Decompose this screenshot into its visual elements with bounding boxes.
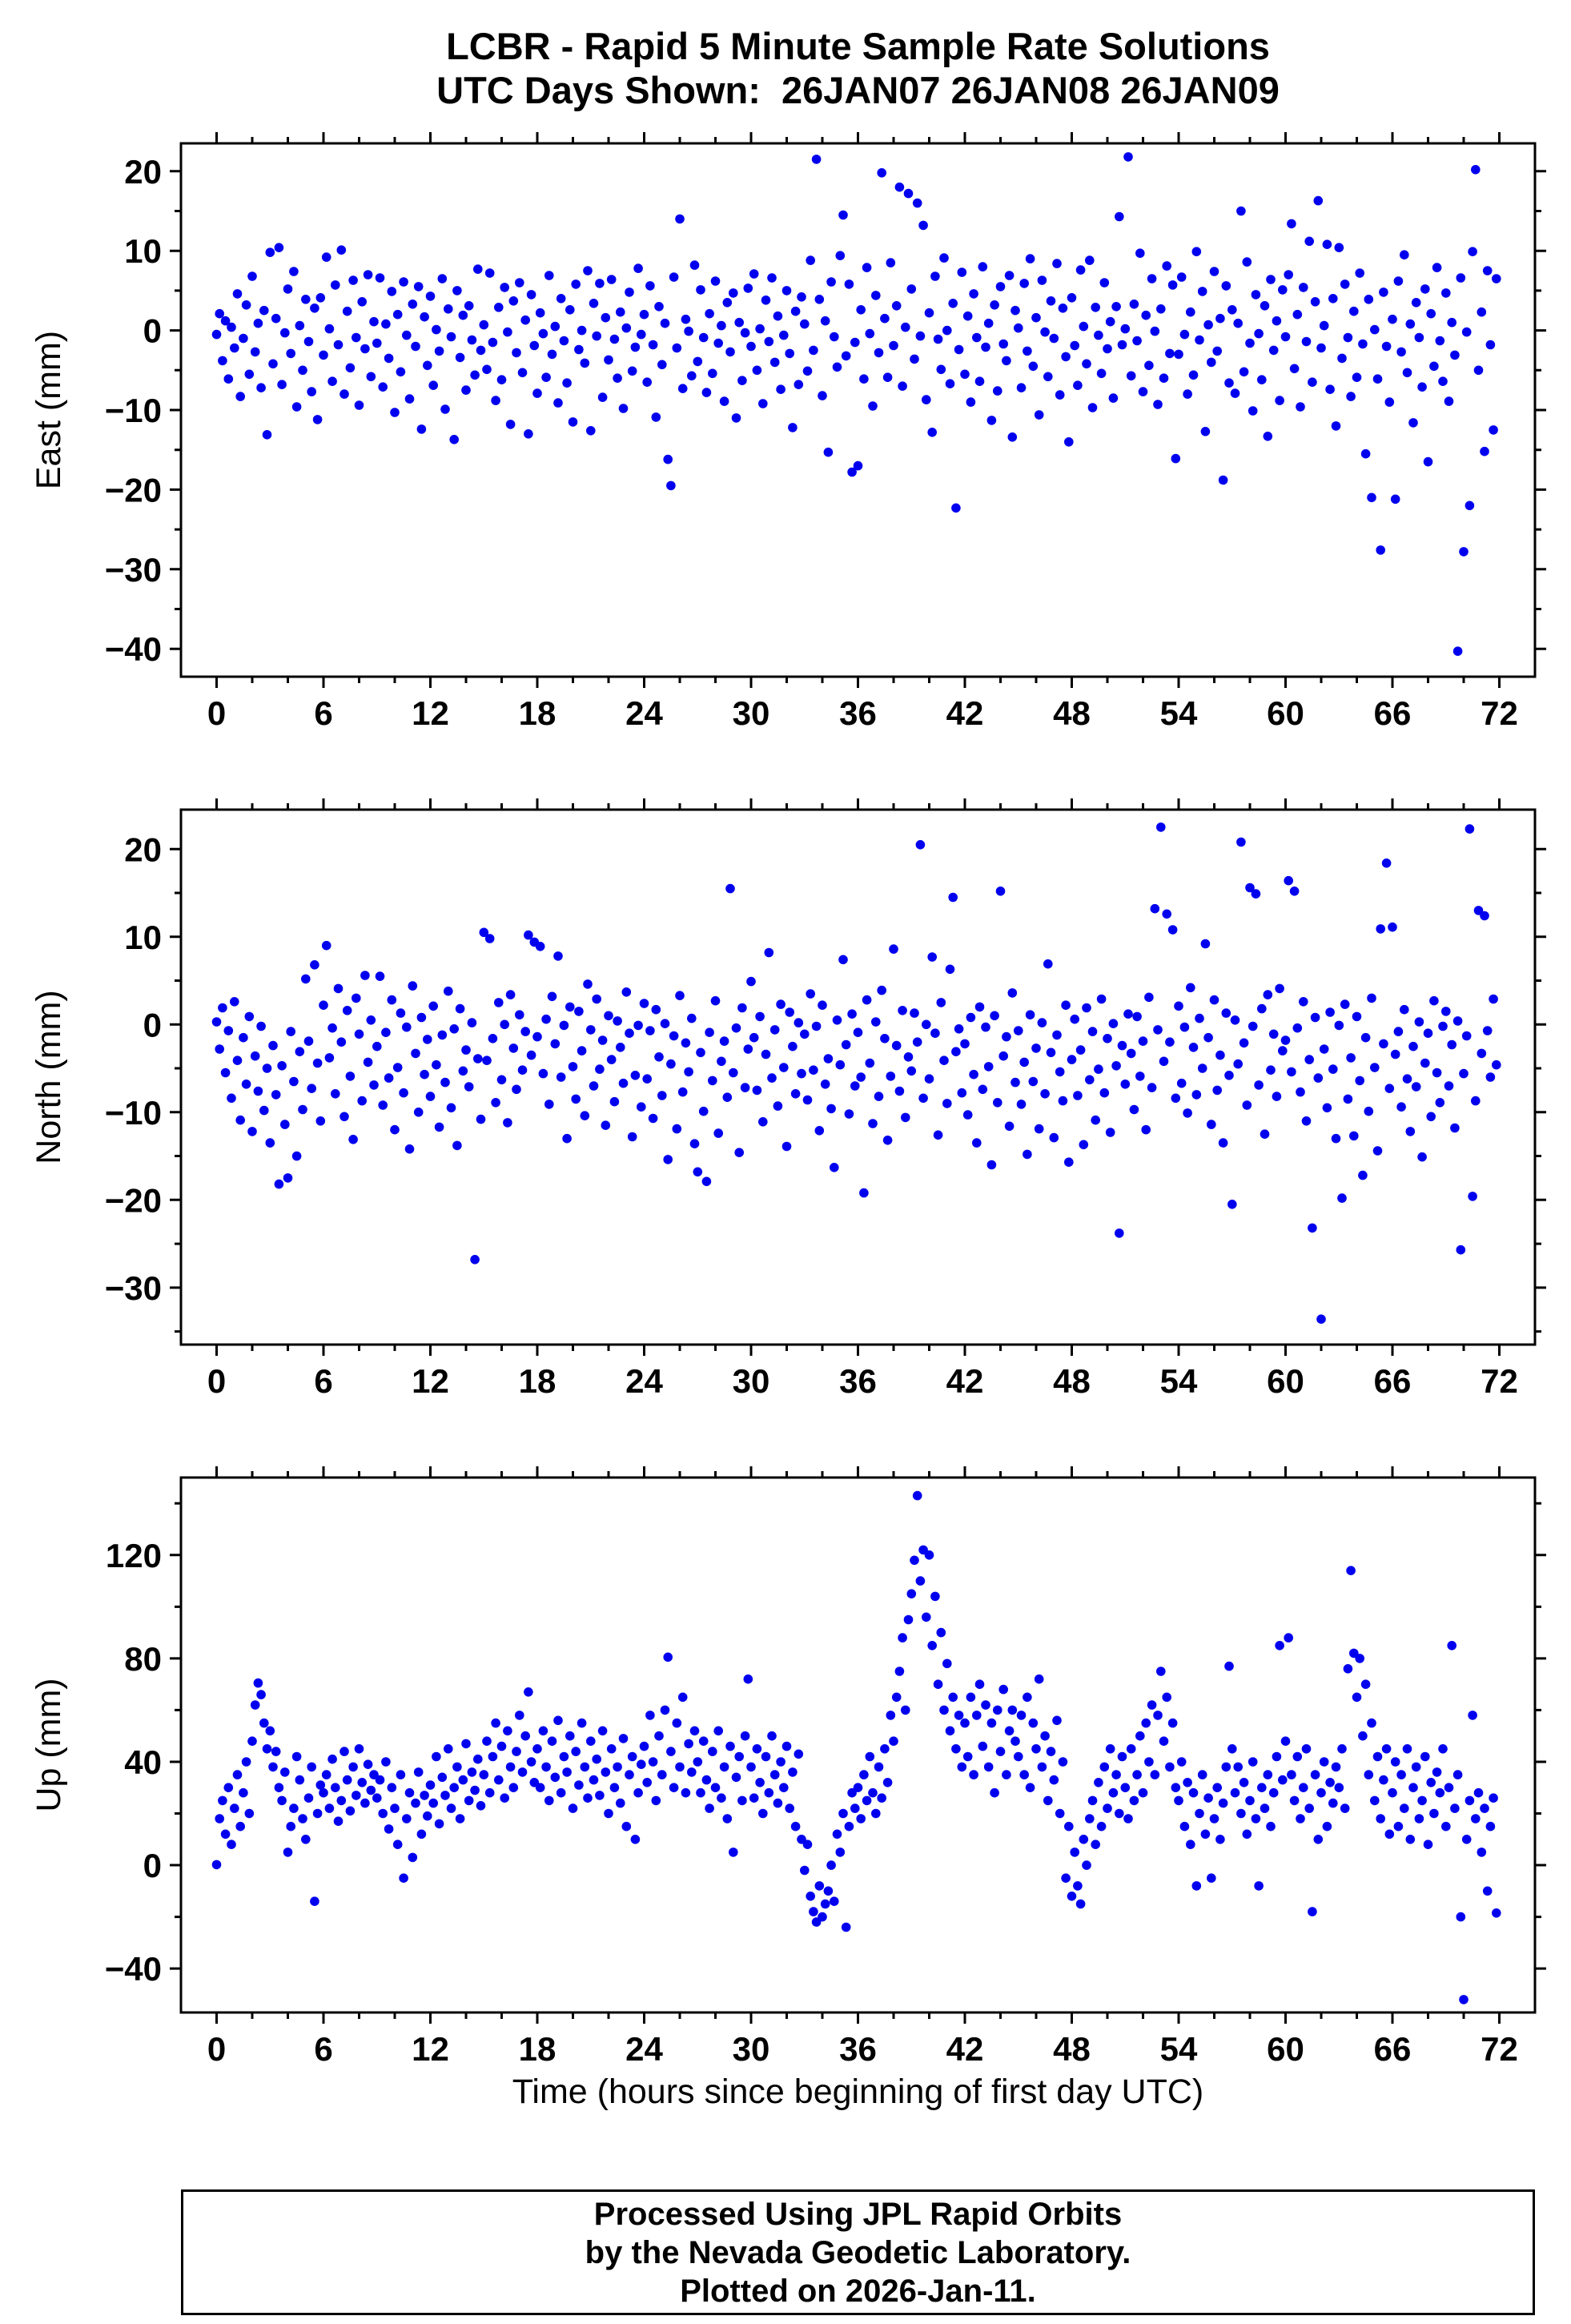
svg-text:42: 42 [946,2030,984,2068]
svg-text:66: 66 [1374,694,1412,732]
svg-text:6: 6 [314,2030,332,2068]
svg-text:−20: −20 [105,1181,162,1219]
svg-text:36: 36 [839,1362,877,1400]
north-x-tick-labels: 0 6 12 18 24 30 36 42 48 54 60 66 72 [207,1362,1518,1400]
panel-north: 0 6 12 18 24 30 36 42 48 54 60 66 72 −30 −20 −10 0 10 20 No… [30,798,1546,1400]
svg-text:−40: −40 [105,1950,162,1988]
svg-text:30: 30 [733,1362,770,1400]
svg-text:0: 0 [207,694,226,732]
svg-text:0: 0 [207,1362,226,1400]
svg-text:42: 42 [946,694,984,732]
svg-text:0: 0 [143,312,162,350]
svg-text:80: 80 [124,1640,162,1678]
east-axis-title: East (mm) [30,331,68,489]
svg-text:12: 12 [412,2030,449,2068]
svg-text:72: 72 [1481,694,1518,732]
up-frame [179,1476,1537,2014]
plot-title-line2: UTC Days Shown: 26JAN07 26JAN08 26JAN09 [436,69,1280,111]
svg-text:72: 72 [1481,1362,1518,1400]
svg-text:48: 48 [1053,2030,1091,2068]
svg-text:−10: −10 [105,1094,162,1132]
up-axis-title: Up (mm) [30,1678,68,1811]
svg-text:0: 0 [207,2030,226,2068]
east-frame [179,142,1537,678]
svg-text:24: 24 [625,2030,663,2068]
svg-text:24: 24 [625,1362,663,1400]
up-points [211,1490,1501,2004]
svg-text:36: 36 [839,2030,877,2068]
svg-text:42: 42 [946,1362,984,1400]
svg-text:40: 40 [124,1743,162,1781]
east-ticks [170,132,1546,688]
east-x-tick-labels: 0 6 12 18 24 30 36 42 48 54 60 66 72 [207,694,1518,732]
up-y-tick-labels: −40 0 40 80 120 [105,1537,162,1988]
footer-line2: by the Nevada Geodetic Laboratory. [585,2234,1131,2270]
footer-line3: Plotted on 2026-Jan-11. [680,2273,1036,2309]
north-y-tick-labels: −30 −20 −10 0 10 20 [105,830,162,1307]
svg-text:66: 66 [1374,1362,1412,1400]
east-points [211,152,1501,656]
x-axis-title: Time (hours since beginning of first day… [512,2073,1204,2111]
svg-text:−30: −30 [105,1269,162,1307]
svg-text:6: 6 [314,694,332,732]
svg-text:60: 60 [1267,1362,1304,1400]
svg-text:10: 10 [124,919,162,956]
svg-text:24: 24 [625,694,663,732]
svg-text:12: 12 [412,694,449,732]
svg-text:−20: −20 [105,471,162,509]
up-ticks [170,1466,1546,2024]
north-points [211,822,1501,1324]
svg-text:66: 66 [1374,2030,1412,2068]
svg-text:120: 120 [106,1537,162,1574]
svg-text:30: 30 [733,694,770,732]
svg-text:10: 10 [124,232,162,270]
svg-text:18: 18 [519,2030,556,2068]
north-ticks [170,798,1546,1356]
panel-east: 0 6 12 18 24 30 36 42 48 54 60 66 72 −40 −30 −20 −10 0 10 2… [30,132,1546,732]
svg-text:48: 48 [1053,1362,1091,1400]
svg-text:54: 54 [1160,694,1198,732]
svg-text:18: 18 [519,694,556,732]
svg-text:0: 0 [143,1847,162,1884]
east-y-tick-labels: −40 −30 −20 −10 0 10 20 [105,153,162,668]
plot-title: LCBR - Rapid 5 Minute Sample Rate Soluti… [181,24,1535,112]
svg-text:12: 12 [412,1362,449,1400]
svg-text:48: 48 [1053,694,1091,732]
north-axis-title: North (mm) [30,990,68,1164]
svg-text:20: 20 [124,830,162,868]
footer-box: Processed Using JPL Rapid Orbits by the … [181,2189,1535,2315]
svg-text:54: 54 [1160,1362,1198,1400]
svg-text:6: 6 [314,1362,332,1400]
svg-text:−10: −10 [105,392,162,429]
svg-text:−40: −40 [105,630,162,668]
svg-text:36: 36 [839,694,877,732]
footer-line1: Processed Using JPL Rapid Orbits [593,2196,1123,2232]
svg-text:54: 54 [1160,2030,1198,2068]
plot-title-line1: LCBR - Rapid 5 Minute Sample Rate Soluti… [446,25,1270,67]
svg-text:60: 60 [1267,2030,1304,2068]
svg-text:20: 20 [124,153,162,191]
up-x-tick-labels: 0 6 12 18 24 30 36 42 48 54 60 66 72 [207,2030,1518,2068]
svg-text:30: 30 [733,2030,770,2068]
svg-text:−30: −30 [105,551,162,589]
svg-text:72: 72 [1481,2030,1518,2068]
svg-text:0: 0 [143,1006,162,1043]
panel-up: 0 6 12 18 24 30 36 42 48 54 60 66 72 −40 0 40 80 120 Up (m… [30,1466,1546,2068]
svg-text:60: 60 [1267,694,1304,732]
svg-text:18: 18 [519,1362,556,1400]
